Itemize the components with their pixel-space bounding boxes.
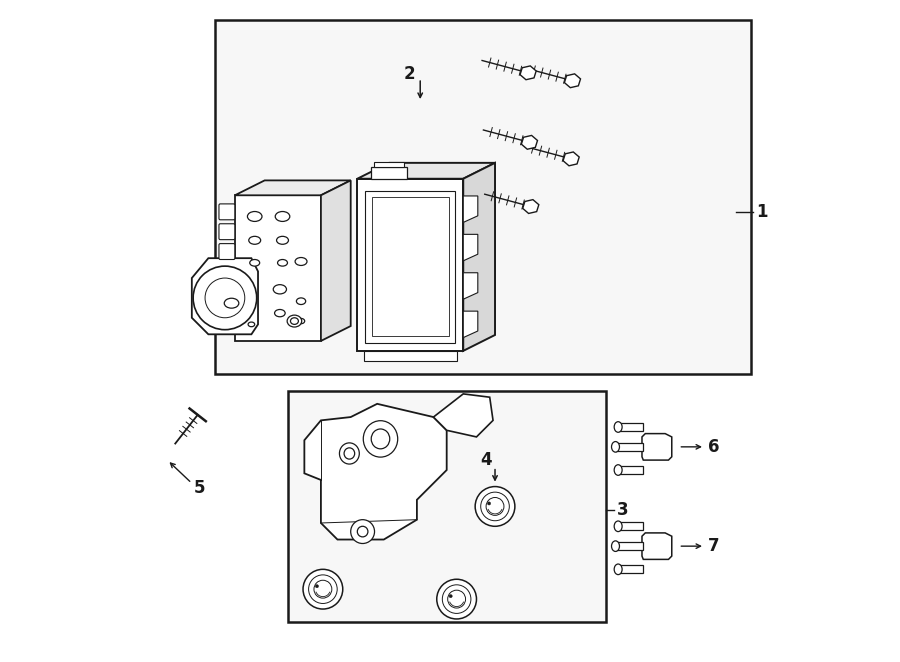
Polygon shape: [618, 522, 644, 530]
Bar: [288, 391, 606, 622]
Polygon shape: [563, 152, 580, 166]
Polygon shape: [618, 466, 644, 474]
Circle shape: [205, 278, 245, 318]
Ellipse shape: [614, 521, 622, 532]
Polygon shape: [364, 351, 456, 361]
Circle shape: [449, 594, 453, 598]
Text: 1: 1: [756, 203, 768, 221]
Polygon shape: [464, 196, 478, 222]
Ellipse shape: [339, 443, 359, 464]
Circle shape: [315, 585, 319, 588]
Polygon shape: [564, 74, 580, 87]
Ellipse shape: [274, 310, 285, 317]
Circle shape: [309, 575, 338, 604]
Polygon shape: [616, 542, 644, 550]
Polygon shape: [235, 181, 351, 195]
Ellipse shape: [296, 298, 306, 305]
Ellipse shape: [611, 541, 619, 551]
Ellipse shape: [287, 315, 302, 327]
Ellipse shape: [371, 429, 390, 449]
Ellipse shape: [276, 236, 289, 244]
Polygon shape: [464, 311, 478, 338]
Circle shape: [303, 569, 343, 609]
Polygon shape: [357, 163, 495, 179]
Bar: [374, 162, 404, 167]
Polygon shape: [464, 234, 478, 261]
Ellipse shape: [224, 298, 238, 308]
Bar: [215, 20, 752, 374]
Text: 7: 7: [708, 537, 720, 555]
Circle shape: [488, 502, 490, 505]
Polygon shape: [192, 258, 258, 334]
Text: 2: 2: [403, 65, 415, 83]
Polygon shape: [616, 443, 644, 451]
Polygon shape: [618, 423, 644, 431]
Circle shape: [481, 492, 509, 521]
Circle shape: [194, 266, 256, 330]
Ellipse shape: [248, 236, 261, 244]
Polygon shape: [642, 434, 671, 460]
Ellipse shape: [344, 448, 355, 459]
Polygon shape: [523, 200, 539, 213]
Ellipse shape: [364, 421, 398, 457]
Ellipse shape: [275, 212, 290, 221]
Ellipse shape: [614, 465, 622, 475]
Ellipse shape: [248, 302, 256, 307]
Ellipse shape: [249, 260, 260, 266]
Polygon shape: [521, 136, 537, 149]
Text: 5: 5: [194, 479, 205, 497]
Ellipse shape: [611, 442, 619, 452]
Text: 4: 4: [481, 451, 492, 469]
FancyBboxPatch shape: [219, 224, 235, 240]
Ellipse shape: [291, 318, 299, 324]
Polygon shape: [642, 533, 671, 559]
Circle shape: [357, 526, 368, 537]
Polygon shape: [464, 273, 478, 299]
Ellipse shape: [248, 212, 262, 221]
Circle shape: [442, 585, 471, 614]
Ellipse shape: [274, 285, 286, 294]
Ellipse shape: [248, 322, 255, 327]
Polygon shape: [357, 179, 464, 351]
Circle shape: [314, 580, 332, 598]
Bar: [365, 191, 455, 343]
Bar: [372, 197, 449, 336]
Polygon shape: [618, 565, 644, 573]
Text: 6: 6: [708, 438, 720, 456]
Circle shape: [436, 579, 476, 619]
Ellipse shape: [297, 318, 305, 324]
FancyBboxPatch shape: [219, 244, 235, 260]
Polygon shape: [520, 66, 536, 79]
Polygon shape: [434, 394, 493, 437]
Circle shape: [486, 498, 504, 515]
Ellipse shape: [277, 260, 287, 266]
Ellipse shape: [614, 564, 622, 575]
Text: 3: 3: [616, 500, 628, 519]
Circle shape: [351, 520, 374, 544]
Ellipse shape: [295, 258, 307, 265]
Bar: [371, 167, 407, 179]
Circle shape: [447, 591, 465, 608]
Circle shape: [475, 487, 515, 526]
Ellipse shape: [614, 422, 622, 432]
Polygon shape: [321, 181, 351, 341]
Polygon shape: [235, 195, 321, 341]
Polygon shape: [304, 404, 446, 540]
Polygon shape: [464, 163, 495, 351]
FancyBboxPatch shape: [219, 204, 235, 220]
